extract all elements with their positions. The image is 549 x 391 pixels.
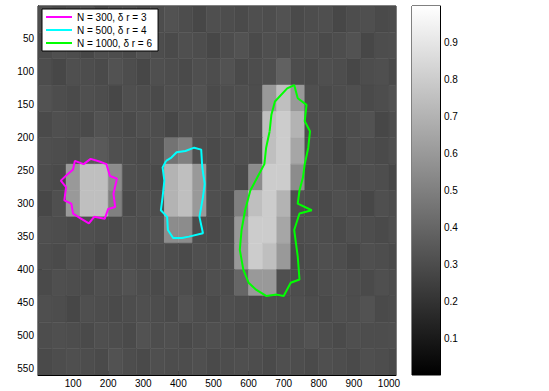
svg-text:350: 350 [17,231,34,242]
svg-text:0.2: 0.2 [444,296,458,307]
svg-text:800: 800 [310,378,327,389]
svg-text:1000: 1000 [378,378,401,389]
svg-text:0.5: 0.5 [444,185,458,196]
svg-text:0.4: 0.4 [444,222,458,233]
svg-text:200: 200 [17,132,34,143]
svg-text:400: 400 [17,264,34,275]
svg-text:900: 900 [346,378,363,389]
svg-text:N = 1000, δ r = 6: N = 1000, δ r = 6 [77,38,152,49]
svg-text:450: 450 [17,297,34,308]
svg-text:100: 100 [65,378,82,389]
svg-text:50: 50 [23,33,35,44]
svg-text:0.3: 0.3 [444,259,458,270]
svg-text:300: 300 [135,378,152,389]
svg-text:200: 200 [100,378,117,389]
svg-text:500: 500 [205,378,222,389]
svg-text:400: 400 [170,378,187,389]
svg-text:0.7: 0.7 [444,111,458,122]
svg-text:0.6: 0.6 [444,148,458,159]
svg-text:0.8: 0.8 [444,74,458,85]
svg-text:300: 300 [17,198,34,209]
svg-text:600: 600 [240,378,257,389]
svg-text:250: 250 [17,165,34,176]
svg-text:700: 700 [275,378,292,389]
svg-text:100: 100 [17,66,34,77]
svg-text:150: 150 [17,99,34,110]
svg-text:550: 550 [17,363,34,374]
svg-text:0.1: 0.1 [444,333,458,344]
svg-text:0.9: 0.9 [444,37,458,48]
svg-text:500: 500 [17,330,34,341]
svg-text:N = 300, δ r = 3: N = 300, δ r = 3 [77,12,147,23]
svg-text:N = 500, δ r = 4: N = 500, δ r = 4 [77,25,147,36]
